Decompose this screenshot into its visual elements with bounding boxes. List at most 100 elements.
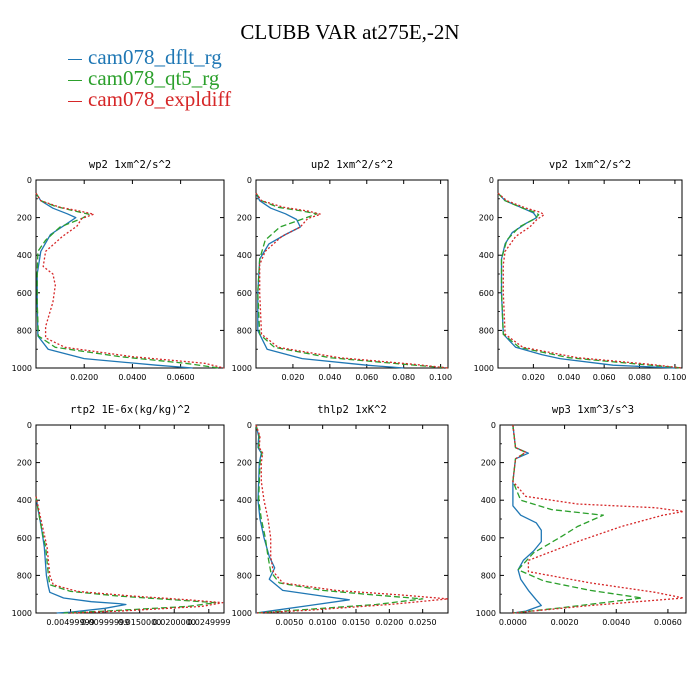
x-tick-label: 0.0150000 [118, 618, 161, 627]
legend-item-expldiff: cam078_expldiff [68, 87, 231, 112]
panel-title: wp3 1xm^3/s^3 [552, 404, 634, 416]
legend-item-dflt: cam078_dflt_rg [68, 45, 222, 70]
series-line-cam078_expldiff [35, 192, 225, 369]
x-tick-label: 0.080 [392, 373, 415, 382]
series-line-cam078_expldiff [497, 192, 683, 369]
x-tick-label: 0.020 [522, 373, 545, 382]
y-tick-label: 0 [491, 421, 496, 430]
chart-panel-3: vp2 1xm^2/s^2 0 200 400 600 800 1000 0.020 0.040… [474, 159, 687, 382]
y-tick-label: 1000 [232, 364, 252, 373]
series-line-cam078_qt5_rg [255, 424, 424, 614]
panel-title: wp2 1xm^2/s^2 [89, 159, 171, 171]
legend-swatch [68, 100, 82, 102]
series-line-cam078_expldiff [255, 424, 449, 614]
x-tick-label: 0.0249999 [187, 618, 230, 627]
x-tick-label: 0.060 [593, 373, 616, 382]
x-tick-label: 0.0200 [70, 373, 98, 382]
page-title: CLUBB VAR at275E,-2N [240, 20, 460, 44]
x-tick-label: 0.0000 [499, 618, 527, 627]
series-line-cam078_dflt_rg [512, 424, 542, 614]
y-tick-label: 800 [237, 326, 252, 335]
y-tick-label: 600 [17, 289, 32, 298]
series-line-cam078_expldiff [512, 424, 685, 614]
y-tick-label: 400 [479, 251, 494, 260]
x-tick-label: 0.100 [663, 373, 686, 382]
y-tick-label: 0 [27, 421, 32, 430]
legend-swatch [68, 58, 82, 60]
x-tick-label: 0.060 [355, 373, 378, 382]
y-tick-label: 800 [17, 326, 32, 335]
legend-item-qt5: cam078_qt5_rg [68, 66, 219, 91]
panel-title: vp2 1xm^2/s^2 [549, 159, 631, 171]
x-tick-label: 0.040 [557, 373, 580, 382]
series-line-cam078_dflt_rg [255, 424, 350, 614]
y-tick-label: 400 [237, 496, 252, 505]
series-line-cam078_qt5_rg [255, 192, 449, 369]
series-line-cam078_expldiff [255, 192, 449, 369]
panel-title: rtp2 1E-6x(kg/kg)^2 [70, 404, 190, 416]
plot-frame [255, 179, 449, 369]
x-tick-label: 0.100 [429, 373, 452, 382]
y-tick-label: 400 [17, 251, 32, 260]
chart-panel-5: thlp2 1xK^2 0 200 400 600 800 1000 0.0050 0.0100… [232, 404, 449, 627]
y-tick-label: 0 [489, 176, 494, 185]
series-line-cam078_qt5_rg [35, 192, 220, 369]
panel-title: thlp2 1xK^2 [317, 404, 387, 416]
y-tick-label: 200 [17, 459, 32, 468]
y-tick-label: 0 [247, 176, 252, 185]
x-tick-label: 0.0040 [602, 618, 630, 627]
y-tick-label: 400 [481, 496, 496, 505]
x-tick-label: 0.0050 [275, 618, 303, 627]
y-tick-label: 0 [27, 176, 32, 185]
y-tick-label: 800 [481, 571, 496, 580]
x-tick-label: 0.0400 [118, 373, 146, 382]
y-tick-label: 200 [481, 459, 496, 468]
x-tick-label: 0.0200000 [153, 618, 196, 627]
legend-label: cam078_dflt_rg [88, 45, 222, 69]
x-tick-label: 0.0250 [409, 618, 437, 627]
chart-panel-4: rtp2 1E-6x(kg/kg)^2 0 200 400 600 800 1000 0.00… [12, 404, 231, 627]
series-line-cam078_dflt_rg [255, 192, 404, 369]
y-tick-label: 800 [237, 571, 252, 580]
plot-frame [255, 424, 449, 614]
x-tick-label: 0.0100 [309, 618, 337, 627]
x-tick-label: 0.00999999 [81, 618, 129, 627]
plot-frame [497, 179, 683, 369]
x-tick-label: 0.080 [628, 373, 651, 382]
legend-swatch [68, 79, 82, 81]
y-tick-label: 600 [17, 534, 32, 543]
y-tick-label: 200 [17, 214, 32, 223]
y-tick-label: 200 [237, 214, 252, 223]
x-tick-label: 0.0060 [654, 618, 682, 627]
y-tick-label: 800 [17, 571, 32, 580]
y-tick-label: 400 [17, 496, 32, 505]
x-tick-label: 0.040 [318, 373, 341, 382]
y-tick-label: 1000 [232, 609, 252, 618]
chart-panel-1: wp2 1xm^2/s^2 0 200 400 600 800 1000 0.0200 0.04… [12, 159, 225, 382]
x-tick-label: 0.0150 [342, 618, 370, 627]
y-tick-label: 1000 [12, 364, 32, 373]
series-line-cam078_qt5_rg [35, 496, 217, 614]
y-tick-label: 200 [237, 459, 252, 468]
series-line-cam078_dflt_rg [497, 192, 675, 369]
y-tick-label: 600 [237, 534, 252, 543]
x-tick-label: 0.020 [281, 373, 304, 382]
y-tick-label: 600 [237, 289, 252, 298]
chart-panel-2: up2 1xm^2/s^2 0 200 400 600 800 1000 0.020 0.040… [232, 159, 452, 382]
legend-label: cam078_qt5_rg [88, 66, 220, 90]
y-tick-label: 600 [481, 534, 496, 543]
y-tick-label: 800 [479, 326, 494, 335]
series-line-cam078_qt5_rg [497, 192, 683, 369]
series-line-cam078_expldiff [35, 496, 224, 614]
series-line-cam078_qt5_rg [512, 424, 643, 614]
y-tick-label: 1000 [12, 609, 32, 618]
y-tick-label: 1000 [476, 609, 496, 618]
y-tick-label: 0 [247, 421, 252, 430]
y-tick-label: 600 [479, 289, 494, 298]
legend-label: cam078_expldiff [88, 87, 232, 111]
series-line-cam078_dflt_rg [35, 192, 193, 369]
x-tick-label: 0.0600 [167, 373, 195, 382]
y-tick-label: 400 [237, 251, 252, 260]
